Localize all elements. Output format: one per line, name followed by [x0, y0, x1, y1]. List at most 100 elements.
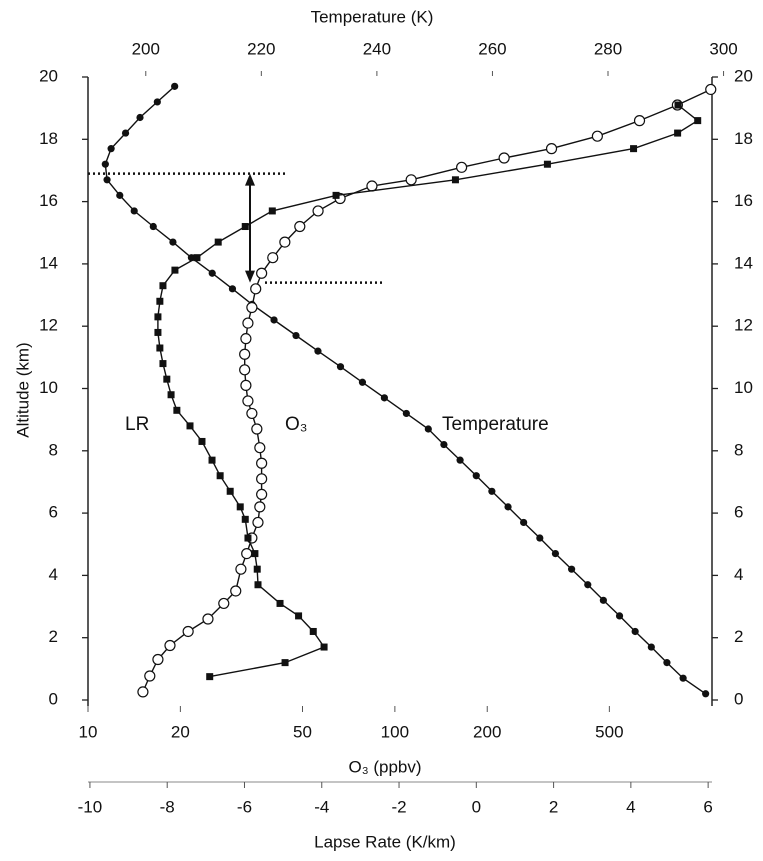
marker [202, 613, 214, 625]
x-tick-label: 220 [247, 39, 275, 58]
marker [154, 313, 162, 321]
marker [472, 472, 480, 480]
marker [173, 406, 181, 414]
marker [153, 98, 161, 106]
marker [631, 627, 639, 636]
y2-tick-label: 14 [734, 253, 753, 272]
x-tick-label: 20 [171, 722, 190, 741]
marker [253, 565, 261, 573]
marker [705, 83, 717, 96]
y-tick-label: 8 [49, 440, 58, 459]
marker [520, 518, 528, 527]
marker [156, 297, 164, 305]
marker [101, 160, 109, 168]
marker [241, 515, 249, 523]
x-tick-label: 2 [549, 797, 558, 816]
y-tick-label: 2 [49, 627, 58, 646]
x-tick-label: 300 [709, 39, 737, 58]
marker [279, 236, 291, 248]
marker [254, 501, 266, 513]
marker [214, 238, 222, 246]
top-axis-title: Temperature (K) [311, 7, 434, 26]
marker [251, 550, 259, 558]
marker [380, 394, 388, 402]
y2-tick-label: 18 [734, 129, 753, 148]
y-tick-label: 20 [39, 66, 58, 85]
x-tick-label: 260 [478, 39, 506, 58]
marker [702, 690, 710, 698]
marker [256, 267, 268, 279]
marker [679, 674, 687, 682]
y-tick-label: 12 [39, 316, 58, 335]
marker [647, 643, 655, 651]
marker [103, 176, 111, 184]
marker [456, 161, 468, 173]
marker [270, 316, 278, 324]
marker [252, 516, 264, 529]
marker [295, 612, 303, 620]
marker [198, 437, 206, 445]
marker [402, 409, 410, 418]
marker [251, 423, 263, 435]
marker [154, 328, 162, 336]
marker [256, 457, 268, 469]
y2-tick-label: 0 [734, 689, 743, 708]
marker [320, 643, 328, 651]
y-tick-label: 0 [49, 689, 58, 708]
y-tick-label: 4 [49, 565, 58, 584]
y2-tick-label: 20 [734, 66, 753, 85]
marker [116, 191, 124, 199]
marker [498, 152, 510, 164]
x-tick-label: 4 [626, 797, 635, 816]
marker [193, 254, 201, 262]
marker [244, 534, 252, 542]
marker [312, 205, 324, 217]
y2-tick-label: 6 [734, 503, 743, 522]
series-label: LR [125, 414, 149, 435]
x-tick-label: 240 [363, 39, 391, 58]
marker [164, 639, 176, 652]
marker [543, 160, 551, 168]
series-label: O₃ [285, 414, 308, 435]
marker [504, 503, 512, 511]
marker [633, 115, 646, 127]
y-tick-label: 14 [39, 253, 58, 272]
x-tick-label: 0 [472, 797, 481, 816]
x-tick-label: 280 [594, 39, 622, 58]
marker [186, 422, 194, 430]
x-tick-label: 10 [79, 722, 98, 741]
x-tick-label: -6 [237, 797, 252, 816]
y-tick-label: 6 [49, 503, 58, 522]
marker [241, 547, 253, 560]
marker [294, 220, 306, 233]
y2-tick-label: 8 [734, 440, 743, 459]
x-tick-label: -4 [314, 797, 329, 816]
marker [674, 129, 682, 137]
marker [488, 487, 496, 495]
marker [309, 627, 317, 635]
marker [130, 207, 138, 215]
marker [159, 360, 167, 368]
marker [254, 581, 262, 589]
marker [246, 407, 258, 420]
marker [568, 565, 576, 573]
marker [208, 456, 216, 464]
marker [591, 130, 603, 142]
marker [107, 145, 115, 153]
x-tick-label: 500 [595, 722, 623, 741]
marker [171, 266, 179, 274]
marker [144, 670, 156, 682]
marker [336, 363, 345, 371]
marker [314, 347, 322, 355]
marker [281, 659, 289, 667]
marker [267, 252, 279, 264]
marker [218, 597, 230, 610]
marker [250, 283, 262, 295]
marker [254, 442, 266, 454]
marker [663, 659, 671, 667]
marker [149, 222, 157, 231]
marker [246, 301, 258, 314]
x-tick-label: 200 [473, 722, 501, 741]
arrow-head [245, 173, 255, 186]
